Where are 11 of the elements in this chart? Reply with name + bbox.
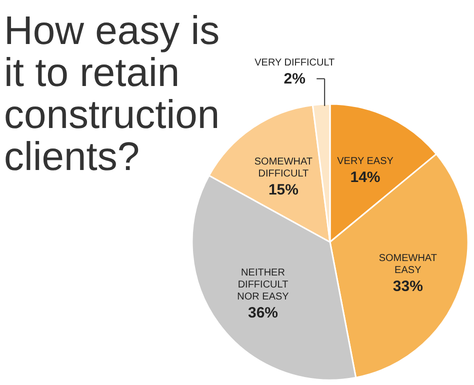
- slice-label: NEITHER DIFFICULT NOR EASY: [237, 268, 290, 303]
- slice-label: SOMEWHAT DIFFICULT: [254, 156, 313, 180]
- slice-label: SOMEWHAT EASY: [378, 253, 437, 276]
- data-label: 14%: [350, 169, 380, 186]
- slice-label: VERY DIFFICULT: [254, 58, 335, 69]
- data-label: 33%: [392, 278, 423, 296]
- data-label: 2%: [284, 70, 306, 88]
- chart-title: How easy is it to retain construction clients?: [4, 9, 220, 179]
- slice-label: VERY EASY: [337, 156, 394, 168]
- data-label: 36%: [248, 304, 278, 322]
- data-label: 15%: [268, 182, 298, 199]
